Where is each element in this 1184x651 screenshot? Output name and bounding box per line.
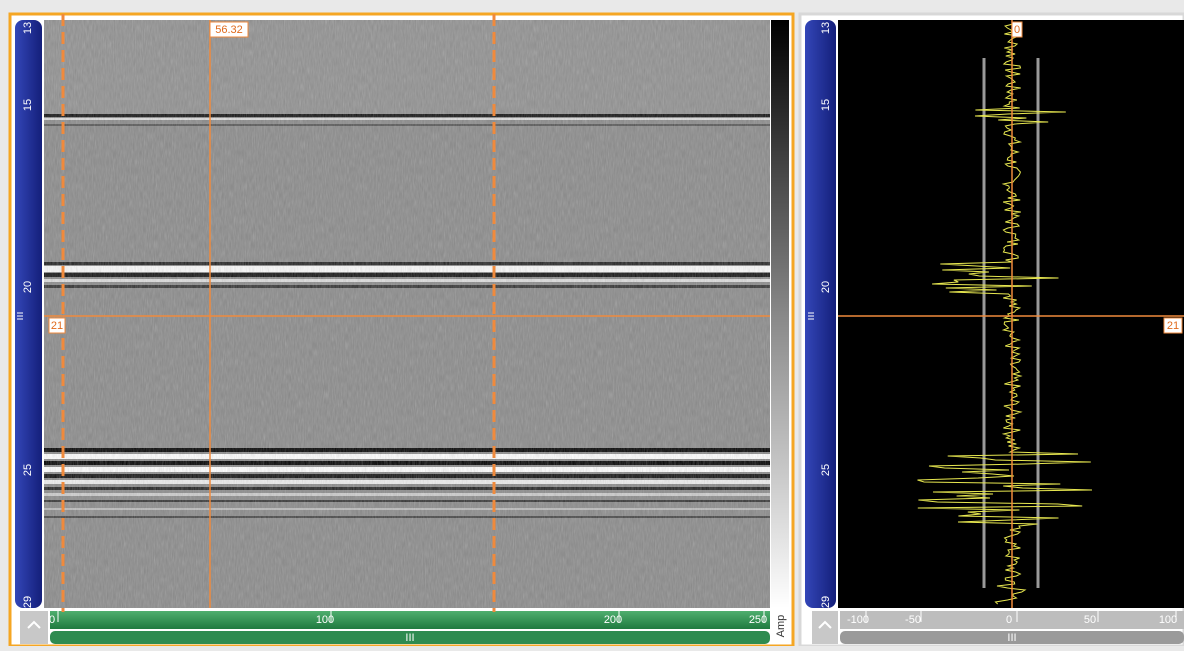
screen: 13 13 15 15 20 20 25 25 29 29 0 100 200 250 -100 -50 0 50…: [0, 0, 1184, 646]
depth-tick-label: 20: [22, 281, 34, 293]
depth-tick-label: 15: [820, 99, 832, 111]
cursor-label: 56.32: [215, 24, 243, 36]
collapse-button[interactable]: [812, 611, 838, 644]
scroll-label: III: [405, 632, 414, 644]
amp-tick-label: -100: [847, 614, 869, 626]
collapse-button[interactable]: [20, 611, 48, 644]
scan-tick-label: 100: [316, 614, 334, 626]
scroll-label: III: [1007, 632, 1016, 644]
depth-tick-label: 15: [22, 99, 34, 111]
depth-tick-label: 13: [820, 22, 832, 34]
scan-ruler[interactable]: [50, 611, 770, 629]
scan-tick-label: 0: [49, 614, 55, 626]
depth-tick-label: 29: [820, 596, 832, 608]
depth-tick-label: 29: [22, 596, 34, 608]
cursor-label: 21: [51, 320, 63, 332]
colorbar-label: Amp: [775, 615, 787, 638]
bscan-image: [44, 20, 770, 608]
amp-tick-label: 50: [1084, 614, 1096, 626]
cursor-label: 0: [1014, 24, 1020, 36]
scan-tick-label: 200: [604, 614, 622, 626]
depth-tick-label: 13: [22, 22, 34, 34]
depth-tick-label: 25: [820, 464, 832, 476]
amp-tick-label: 0: [1006, 614, 1012, 626]
depth-tick-label: 25: [22, 464, 34, 476]
scan-tick-label: 250: [749, 614, 767, 626]
amp-tick-label: -50: [905, 614, 921, 626]
amp-tick-label: 100: [1159, 614, 1177, 626]
image-noise: [44, 20, 770, 608]
cursor-label: 21: [1167, 320, 1179, 332]
page: 13 13 15 15 20 20 25 25 29 29 0 100 200 250 -100 -50 0 50…: [0, 0, 1184, 646]
colorbar: [771, 20, 789, 608]
depth-tick-label: 20: [820, 281, 832, 293]
